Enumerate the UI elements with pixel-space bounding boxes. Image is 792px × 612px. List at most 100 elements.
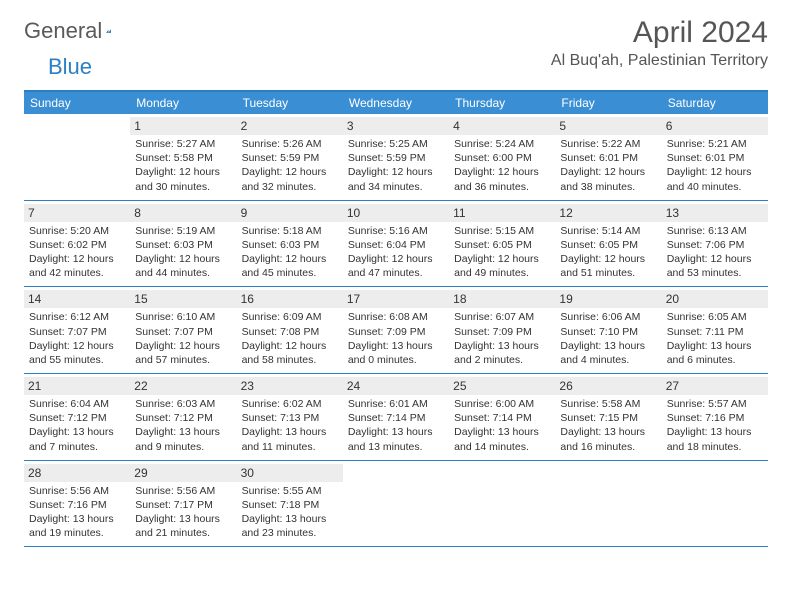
day-detail-line: Sunrise: 5:20 AM	[29, 224, 125, 238]
day-details: Sunrise: 6:13 AMSunset: 7:06 PMDaylight:…	[667, 224, 763, 281]
weekday-sunday: Sunday	[24, 92, 130, 114]
day-detail-line: Daylight: 13 hours	[29, 512, 125, 526]
day-detail-line: Sunset: 5:59 PM	[348, 151, 444, 165]
weekday-header: Sunday Monday Tuesday Wednesday Thursday…	[24, 92, 768, 114]
day-cell: 3Sunrise: 5:25 AMSunset: 5:59 PMDaylight…	[343, 114, 449, 200]
day-cell	[449, 461, 555, 547]
day-detail-line: Sunrise: 6:10 AM	[135, 310, 231, 324]
day-cell: 16Sunrise: 6:09 AMSunset: 7:08 PMDayligh…	[237, 287, 343, 373]
day-details: Sunrise: 5:26 AMSunset: 5:59 PMDaylight:…	[242, 137, 338, 194]
day-cell: 21Sunrise: 6:04 AMSunset: 7:12 PMDayligh…	[24, 374, 130, 460]
day-cell: 22Sunrise: 6:03 AMSunset: 7:12 PMDayligh…	[130, 374, 236, 460]
day-cell: 4Sunrise: 5:24 AMSunset: 6:00 PMDaylight…	[449, 114, 555, 200]
day-details: Sunrise: 6:00 AMSunset: 7:14 PMDaylight:…	[454, 397, 550, 454]
day-detail-line: Daylight: 13 hours	[454, 339, 550, 353]
day-detail-line: Sunrise: 5:57 AM	[667, 397, 763, 411]
day-detail-line: and 4 minutes.	[560, 353, 656, 367]
day-cell: 12Sunrise: 5:14 AMSunset: 6:05 PMDayligh…	[555, 201, 661, 287]
day-cell	[555, 461, 661, 547]
day-detail-line: Sunset: 7:11 PM	[667, 325, 763, 339]
day-details: Sunrise: 5:57 AMSunset: 7:16 PMDaylight:…	[667, 397, 763, 454]
day-detail-line: Sunset: 6:01 PM	[560, 151, 656, 165]
day-detail-line: Sunset: 7:14 PM	[348, 411, 444, 425]
month-title: April 2024	[551, 18, 768, 48]
day-number: 14	[24, 290, 130, 308]
day-detail-line: and 36 minutes.	[454, 180, 550, 194]
day-detail-line: and 34 minutes.	[348, 180, 444, 194]
day-detail-line: Daylight: 13 hours	[242, 512, 338, 526]
day-detail-line: and 32 minutes.	[242, 180, 338, 194]
day-detail-line: Daylight: 12 hours	[135, 339, 231, 353]
day-number: 24	[343, 377, 449, 395]
day-cell: 13Sunrise: 6:13 AMSunset: 7:06 PMDayligh…	[662, 201, 768, 287]
day-number: 27	[662, 377, 768, 395]
day-detail-line: and 49 minutes.	[454, 266, 550, 280]
day-cell	[24, 114, 130, 200]
day-detail-line: and 23 minutes.	[242, 526, 338, 540]
day-number: 1	[130, 117, 236, 135]
day-detail-line: Daylight: 13 hours	[454, 425, 550, 439]
day-number: 9	[237, 204, 343, 222]
day-detail-line: Sunrise: 6:00 AM	[454, 397, 550, 411]
day-cell: 6Sunrise: 5:21 AMSunset: 6:01 PMDaylight…	[662, 114, 768, 200]
day-number: 15	[130, 290, 236, 308]
weeks-container: 1 Sunrise: 5:27 AMSunset: 5:58 PMDaylight…	[24, 114, 768, 547]
day-detail-line: and 14 minutes.	[454, 440, 550, 454]
day-detail-line: Sunset: 7:07 PM	[29, 325, 125, 339]
day-detail-line: Sunrise: 5:16 AM	[348, 224, 444, 238]
day-details: Sunrise: 6:05 AMSunset: 7:11 PMDaylight:…	[667, 310, 763, 367]
day-cell: 30Sunrise: 5:55 AMSunset: 7:18 PMDayligh…	[237, 461, 343, 547]
day-cell: 15 Sunrise: 6:10 AMSunset: 7:07 PMDayligh…	[130, 287, 236, 373]
day-detail-line: Daylight: 12 hours	[242, 252, 338, 266]
day-detail-line: and 55 minutes.	[29, 353, 125, 367]
day-number: 7	[24, 204, 130, 222]
day-details: Sunrise: 5:56 AMSunset: 7:17 PMDaylight:…	[135, 484, 231, 541]
day-details: Sunrise: 6:10 AMSunset: 7:07 PMDaylight:…	[135, 310, 231, 367]
day-detail-line: and 21 minutes.	[135, 526, 231, 540]
day-number: 5	[555, 117, 661, 135]
day-number: 11	[449, 204, 555, 222]
day-detail-line: Daylight: 13 hours	[135, 425, 231, 439]
day-detail-line: Sunset: 7:09 PM	[348, 325, 444, 339]
day-number: 8	[130, 204, 236, 222]
day-detail-line: and 9 minutes.	[135, 440, 231, 454]
day-detail-line: Daylight: 13 hours	[135, 512, 231, 526]
day-cell: 8Sunrise: 5:19 AMSunset: 6:03 PMDaylight…	[130, 201, 236, 287]
day-detail-line: Sunrise: 6:02 AM	[242, 397, 338, 411]
day-detail-line: Sunset: 7:15 PM	[560, 411, 656, 425]
day-cell: 26Sunrise: 5:58 AMSunset: 7:15 PMDayligh…	[555, 374, 661, 460]
day-number: 21	[24, 377, 130, 395]
day-detail-line: Daylight: 13 hours	[560, 339, 656, 353]
day-detail-line: Daylight: 13 hours	[348, 425, 444, 439]
logo: General	[24, 18, 134, 44]
day-detail-line: Sunrise: 6:13 AM	[667, 224, 763, 238]
day-detail-line: and 47 minutes.	[348, 266, 444, 280]
day-detail-line: and 30 minutes.	[135, 180, 231, 194]
day-details: Sunrise: 6:06 AMSunset: 7:10 PMDaylight:…	[560, 310, 656, 367]
day-detail-line: Daylight: 12 hours	[348, 165, 444, 179]
day-detail-line: Daylight: 12 hours	[348, 252, 444, 266]
day-cell: 28Sunrise: 5:56 AMSunset: 7:16 PMDayligh…	[24, 461, 130, 547]
day-detail-line: Sunrise: 5:21 AM	[667, 137, 763, 151]
day-details: Sunrise: 5:24 AMSunset: 6:00 PMDaylight:…	[454, 137, 550, 194]
day-detail-line: Sunrise: 6:05 AM	[667, 310, 763, 324]
day-detail-line: and 51 minutes.	[560, 266, 656, 280]
day-detail-line: Daylight: 13 hours	[560, 425, 656, 439]
day-detail-line: Daylight: 12 hours	[29, 252, 125, 266]
day-number: 2	[237, 117, 343, 135]
day-detail-line: Sunrise: 5:55 AM	[242, 484, 338, 498]
week-row: 7Sunrise: 5:20 AMSunset: 6:02 PMDaylight…	[24, 201, 768, 288]
day-details: Sunrise: 6:12 AMSunset: 7:07 PMDaylight:…	[29, 310, 125, 367]
title-block: April 2024 Al Buq'ah, Palestinian Territ…	[551, 18, 768, 70]
day-detail-line: Sunset: 7:12 PM	[135, 411, 231, 425]
day-cell: 5Sunrise: 5:22 AMSunset: 6:01 PMDaylight…	[555, 114, 661, 200]
logo-text-general: General	[24, 18, 102, 44]
day-detail-line: and 6 minutes.	[667, 353, 763, 367]
day-number: 12	[555, 204, 661, 222]
day-cell: 1 Sunrise: 5:27 AMSunset: 5:58 PMDaylight…	[130, 114, 236, 200]
day-detail-line: Sunset: 5:58 PM	[135, 151, 231, 165]
day-number: 22	[130, 377, 236, 395]
day-detail-line: Daylight: 12 hours	[454, 165, 550, 179]
day-details: Sunrise: 5:27 AMSunset: 5:58 PMDaylight:…	[135, 137, 231, 194]
weekday-monday: Monday	[130, 92, 236, 114]
